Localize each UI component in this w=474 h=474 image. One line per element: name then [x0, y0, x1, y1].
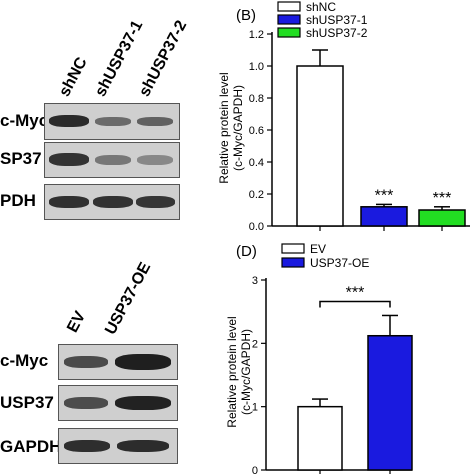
b-y-tick-label: 0.6 [249, 125, 264, 137]
blot-c-row-label: USP37 [0, 393, 54, 412]
blot-band [137, 155, 173, 165]
chart-b: (B) Relative protein level (c-Myc/GAPDH)… [217, 0, 470, 233]
b-legend-swatch [277, 1, 301, 12]
chart-b-bars: *** *** [296, 49, 466, 227]
blot-band [64, 397, 108, 409]
d-y-tick-label: 1 [252, 402, 258, 414]
blot-c-strip-gapdh [58, 428, 178, 464]
blot-a-row-label: c-Myc [0, 111, 49, 130]
blot-band [95, 117, 131, 126]
b-legend-label: shUSP37-2 [306, 26, 368, 40]
blot-a-strip-usp37 [44, 142, 180, 178]
b-bar [296, 65, 344, 227]
b-legend-swatch [277, 14, 301, 25]
d-bar [367, 334, 413, 471]
blot-c-row-label: GAPDH [0, 437, 62, 456]
d-legend-swatch [281, 257, 305, 268]
b-legend-label: shNC [306, 0, 336, 14]
blot-band [137, 117, 173, 126]
blot-a-lane-label: shNC [56, 54, 91, 100]
blot-a-strip-gapdh [44, 184, 180, 220]
b-legend-swatch [277, 27, 301, 38]
blot-band [117, 440, 169, 452]
chart-b-ylabel-line1: Relative protein level [217, 72, 231, 183]
blot-a-row-label: SP37 [0, 149, 42, 168]
b-significance-label: *** [375, 187, 394, 204]
blot-c-row-label: c-Myc [0, 351, 49, 370]
b-legend-label: shUSP37-1 [306, 13, 368, 27]
d-y-tick-label: 3 [252, 275, 258, 287]
b-bar [360, 206, 408, 227]
blot-a-strip-cmyc [44, 103, 180, 140]
d-legend-label: USP37-OE [310, 256, 369, 270]
b-y-tick-label: 0.2 [249, 189, 264, 201]
blot-band [64, 356, 108, 368]
blot-c-strip-cmyc [58, 344, 178, 380]
blot-band [115, 354, 171, 370]
b-y-tick-label: 1.2 [249, 29, 264, 41]
blot-band [115, 396, 171, 410]
d-significance-bracket [319, 300, 391, 308]
blot-band [64, 440, 110, 452]
blot-c-lane-label: USP37-OE [102, 259, 155, 338]
chart-d-ylabel-line1: Relative protein level [225, 316, 239, 427]
blot-band [49, 115, 89, 127]
chart-d-ylabel-line2: (c-Myc/GAPDH) [239, 329, 253, 415]
chart-d: (D) Relative protein level (c-Myc/GAPDH)… [225, 242, 413, 474]
blot-c-strip-usp37 [58, 385, 178, 421]
b-bar [418, 209, 466, 227]
d-legend-label: EV [310, 242, 326, 256]
chart-d-panel-label: (D) [236, 243, 257, 260]
blot-band [93, 196, 133, 208]
b-y-tick-label: 0.4 [249, 157, 264, 169]
d-legend-swatch [281, 243, 305, 254]
chart-d-bars: *** [297, 284, 413, 471]
chart-b-ylabel-line2: (c-Myc/GAPDH) [231, 85, 245, 171]
d-y-tick-label: 2 [252, 338, 258, 350]
d-bar [297, 405, 343, 471]
blot-band [49, 153, 89, 166]
blot-band [136, 196, 175, 208]
d-significance-label: *** [346, 284, 365, 301]
b-y-tick-label: 0.0 [249, 221, 264, 233]
b-y-tick-label: 0.8 [249, 93, 264, 105]
blot-band [95, 155, 131, 165]
chart-b-panel-label: (B) [236, 7, 256, 24]
b-y-tick-label: 1.0 [249, 61, 264, 73]
b-significance-label: *** [433, 190, 452, 207]
blot-band [49, 196, 89, 208]
blot-c-lane-label: EV [64, 308, 90, 336]
blot-a-row-label: PDH [0, 191, 36, 210]
d-y-tick-label: 0 [252, 465, 258, 474]
